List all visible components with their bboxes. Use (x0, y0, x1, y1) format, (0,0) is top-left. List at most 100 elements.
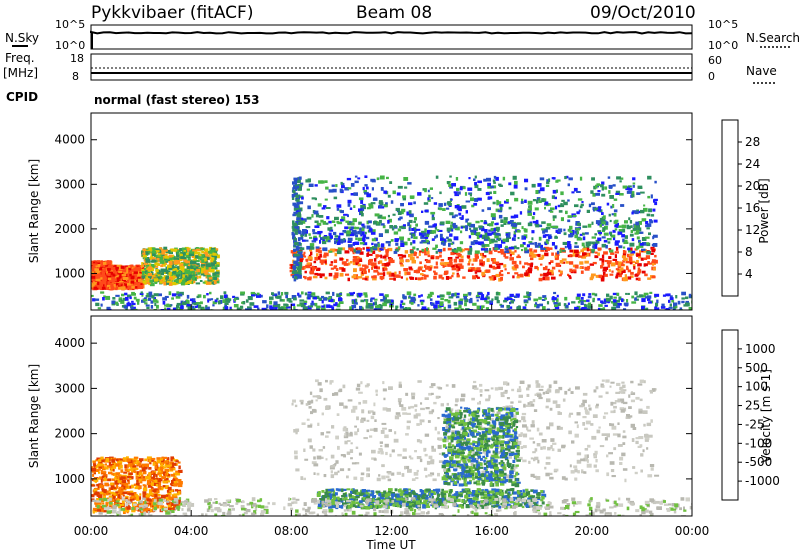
power-cell (173, 279, 179, 283)
power-cell (571, 191, 575, 194)
power-cell (431, 217, 435, 221)
power-cell (434, 235, 437, 239)
power-cell (142, 264, 145, 268)
power-cell (493, 232, 497, 236)
power-cell (618, 274, 622, 278)
power-cell (555, 229, 560, 233)
power-cell (565, 175, 569, 179)
power-cell (496, 222, 499, 226)
power-cell (215, 271, 220, 275)
power-cell (188, 262, 191, 265)
power-cell (408, 307, 412, 310)
power-cell (454, 307, 459, 310)
power-cell (331, 184, 335, 187)
power-cell (404, 186, 408, 189)
power-cell (110, 286, 115, 291)
power-cell (484, 236, 490, 240)
power-cell (476, 232, 481, 236)
power-cell (336, 293, 341, 298)
power-cell (592, 261, 597, 265)
power-cell (147, 297, 152, 301)
power-cell (130, 304, 134, 309)
power-cell (175, 295, 181, 299)
power-cell (200, 247, 205, 251)
power-cell (506, 305, 510, 309)
power-cell (321, 305, 325, 308)
power-cell (343, 238, 346, 241)
power-cell (232, 295, 236, 299)
power-cell (147, 247, 153, 251)
power-cell (477, 197, 482, 201)
power-cell (536, 303, 540, 308)
power-cell (366, 246, 370, 250)
power-cell (346, 214, 349, 218)
velocity-cell (105, 491, 109, 495)
power-cell (373, 221, 378, 225)
power-cell (561, 199, 565, 202)
power-cell (492, 228, 496, 232)
power-cell (559, 247, 565, 251)
power-cell (285, 304, 289, 308)
power-cell (371, 187, 374, 191)
power-cell (191, 270, 195, 274)
power-cell (509, 246, 514, 250)
power-cell (453, 224, 458, 229)
power-cell (450, 251, 455, 256)
power-cell (551, 242, 555, 246)
power-cell (475, 220, 480, 224)
power-cell (292, 222, 295, 226)
power-cell (415, 228, 421, 231)
power-cell (541, 254, 545, 259)
power-cell (93, 273, 96, 277)
power-cell (307, 205, 311, 210)
power-cell (537, 183, 542, 187)
power-cell (122, 270, 127, 273)
power-cell (621, 255, 626, 258)
power-cell (110, 266, 116, 271)
power-cell (196, 263, 200, 266)
power-cell (328, 220, 332, 224)
power-cell (618, 261, 622, 265)
power-cell (153, 278, 159, 282)
power-cell (500, 219, 504, 223)
power-cell (127, 273, 131, 277)
velocity-cell (125, 482, 129, 487)
power-cell (291, 226, 296, 229)
power-cell (493, 276, 497, 280)
power-cell (563, 232, 567, 236)
power-cell (206, 293, 209, 296)
power-cell (627, 269, 632, 273)
power-cell (495, 176, 499, 181)
power-cell (180, 256, 185, 259)
power-cell (301, 239, 306, 242)
power-cell (609, 195, 614, 199)
power-cell (454, 214, 458, 217)
power-cell (574, 242, 578, 245)
power-cell (364, 175, 368, 178)
power-cell (529, 257, 534, 261)
power-cell (403, 241, 408, 246)
power-cell (534, 242, 537, 246)
power-cell (623, 302, 629, 306)
power-cell (447, 247, 452, 251)
power-cell (164, 307, 167, 310)
power-cell (204, 271, 208, 275)
power-cell (211, 254, 216, 258)
power-cell (168, 261, 173, 266)
power-cell (535, 223, 540, 228)
power-cell (148, 291, 153, 295)
power-cell (362, 234, 367, 238)
power-cell (668, 306, 673, 309)
power-cell (575, 228, 580, 231)
power-cell (651, 248, 656, 253)
power-cell (591, 273, 596, 277)
power-cell (322, 236, 328, 240)
power-cell (628, 217, 631, 221)
power-cell (362, 277, 367, 280)
power-cell (156, 257, 160, 261)
power-cell (643, 204, 646, 207)
power-cell (509, 254, 512, 257)
power-cell (688, 307, 692, 310)
power-cell (499, 273, 504, 277)
power-cell (632, 177, 636, 181)
